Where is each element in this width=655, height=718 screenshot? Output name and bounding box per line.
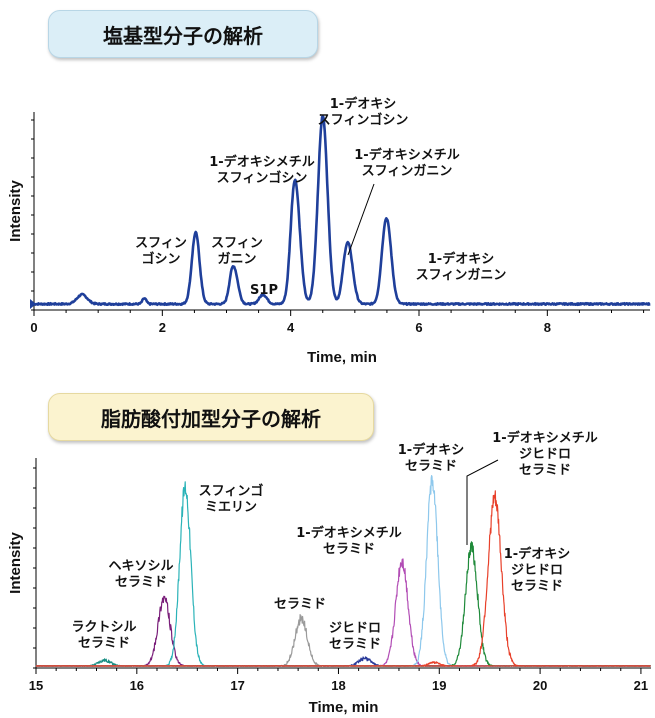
peak-label-4-line-0: スフィン (211, 236, 263, 251)
baseline-marker (30, 299, 36, 309)
x-tick-label-2: 17 (230, 678, 244, 693)
peak-label-2-7-line-1: ジヒドロ (519, 447, 571, 462)
x-tick-label: 2 (159, 320, 166, 335)
series-line-7 (35, 541, 651, 667)
peak-label-6-line-1: スフィンガニン (416, 268, 507, 283)
peak-label-2-8-line-1: ジヒドロ (511, 563, 563, 578)
peak-label-2-4-line-0: ジヒドロ (329, 621, 381, 636)
annotation-leader-2 (466, 459, 499, 545)
series-line-9 (35, 661, 651, 667)
x-tick-label: 4 (287, 320, 295, 335)
peak-label-0-line-0: 1-デオキシ (330, 96, 396, 112)
peak-label-2-2-line-1: ミエリン (205, 500, 257, 515)
peak-label-5-line-0: S1P (250, 283, 278, 298)
peak-label-4-line-1: ガニン (217, 252, 256, 267)
series-line-0 (35, 658, 651, 667)
peak-label-2-line-1: スフィンガニン (362, 164, 453, 179)
peak-label-2-4-line-1: セラミド (329, 637, 381, 652)
peak-label-2-5-line-1: セラミド (323, 542, 375, 557)
series-line-1 (35, 595, 651, 667)
peak-label-2-3-line-0: セラミド (274, 597, 326, 612)
x-tick-label-2: 15 (29, 678, 43, 693)
peak-label-2-6-line-1: セラミド (405, 459, 457, 474)
peak-label-2-1-line-0: ヘキソシル (108, 559, 173, 574)
peak-label-2-7-line-2: セラミド (519, 463, 571, 478)
peak-label-2-8-line-2: セラミド (511, 579, 563, 594)
y-axis-label-2: Intensity (7, 532, 24, 594)
peak-label-0-line-1: スフィンゴシン (318, 112, 409, 128)
series-line-5 (35, 558, 651, 667)
peak-label-3-line-0: スフィン (135, 236, 187, 251)
peak-label-2-8-line-0: 1-デオキシ (504, 546, 570, 562)
peak-label-2-0-line-1: セラミド (78, 636, 130, 651)
peak-label-1-line-0: 1-デオキシメチル (209, 154, 314, 170)
series-line-6 (35, 475, 651, 667)
peak-label-2-line-0: 1-デオキシメチル (354, 147, 459, 163)
annotation-leader (347, 183, 375, 256)
peak-label-2-5-line-0: 1-デオキシメチル (296, 525, 401, 541)
x-tick-label-2: 21 (634, 678, 648, 693)
x-tick-label: 0 (30, 320, 37, 335)
x-tick-label: 6 (415, 320, 422, 335)
x-tick-label-2: 18 (331, 678, 345, 693)
peak-label-2-6-line-0: 1-デオキシ (398, 442, 464, 458)
series-line (33, 115, 651, 307)
x-tick-label: 8 (544, 320, 551, 335)
x-tick-label-2: 20 (533, 678, 547, 693)
peak-label-3-line-1: ゴシン (141, 251, 180, 267)
series-line-8 (35, 490, 651, 667)
x-axis-label: Time, min (307, 349, 377, 366)
peak-label-1-line-1: スフィンゴシン (217, 170, 308, 186)
peak-label-2-0-line-0: ラクトシル (71, 620, 136, 635)
series-line-4 (35, 656, 651, 667)
x-tick-label-2: 16 (130, 678, 144, 693)
y-axis-label: Intensity (7, 180, 24, 242)
panel-title-fatty-acid: 脂肪酸付加型分子の解析 (48, 393, 374, 441)
peak-label-6-line-0: 1-デオキシ (428, 251, 494, 267)
series-line-3 (35, 614, 651, 667)
peak-label-2-2-line-0: スフィンゴ (199, 483, 264, 499)
x-tick-label-2: 19 (432, 678, 446, 693)
peak-label-2-7-line-0: 1-デオキシメチル (492, 430, 597, 446)
peak-label-2-1-line-1: セラミド (115, 575, 167, 590)
series-line-2 (35, 481, 651, 667)
panel-title-basic: 塩基型分子の解析 (48, 10, 318, 58)
x-axis-label-2: Time, min (309, 699, 379, 716)
